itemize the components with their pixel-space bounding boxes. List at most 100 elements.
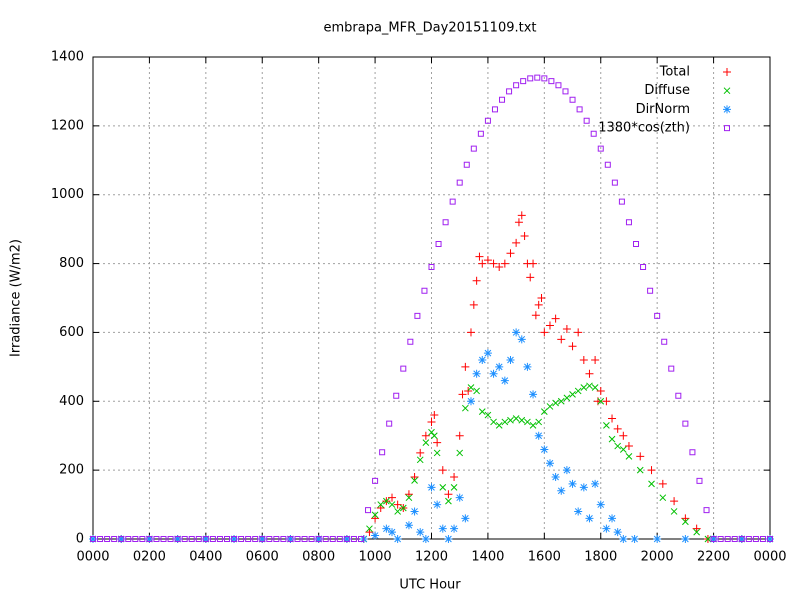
marker — [216, 536, 223, 542]
marker — [506, 355, 515, 364]
marker — [540, 445, 549, 454]
marker — [104, 536, 111, 542]
marker — [552, 399, 559, 407]
marker — [490, 418, 497, 426]
marker — [132, 536, 139, 542]
marker — [455, 493, 464, 502]
marker — [682, 518, 689, 526]
x-tick-label: 0200 — [133, 550, 166, 565]
marker — [442, 219, 449, 226]
marker — [670, 508, 678, 515]
marker — [540, 408, 548, 415]
marker — [514, 218, 523, 227]
marker — [478, 355, 487, 364]
marker — [483, 256, 492, 265]
marker — [613, 528, 622, 537]
marker — [603, 422, 610, 429]
y-tick-label: 200 — [59, 463, 84, 478]
marker — [717, 536, 724, 542]
marker — [585, 514, 594, 523]
marker — [173, 535, 182, 543]
marker — [382, 524, 391, 533]
chart-title: embrapa_MFR_Day20151109.txt — [323, 21, 536, 36]
marker — [614, 442, 622, 450]
marker — [259, 536, 266, 542]
x-tick-label: 1000 — [359, 550, 392, 565]
marker — [139, 536, 146, 542]
marker — [562, 466, 571, 475]
marker — [524, 418, 531, 426]
marker — [738, 536, 745, 542]
marker — [661, 338, 668, 345]
marker — [562, 88, 569, 95]
marker — [523, 362, 532, 371]
marker — [438, 524, 447, 533]
marker — [386, 420, 393, 427]
marker — [731, 536, 738, 542]
marker — [682, 420, 689, 427]
marker — [583, 117, 590, 124]
x-tick-label: 0000 — [76, 550, 109, 565]
marker — [602, 397, 611, 406]
marker — [444, 535, 453, 543]
marker — [557, 486, 566, 495]
marker — [534, 300, 543, 309]
marker — [619, 431, 628, 440]
marker — [689, 449, 696, 456]
marker — [377, 501, 385, 508]
marker — [258, 535, 267, 543]
marker — [535, 418, 543, 426]
marker — [181, 536, 188, 542]
marker — [591, 355, 600, 364]
marker — [472, 369, 481, 378]
marker — [230, 535, 239, 543]
marker — [491, 106, 498, 113]
marker — [439, 484, 447, 491]
marker — [421, 431, 430, 440]
marker — [495, 422, 503, 429]
marker — [388, 501, 396, 508]
marker — [153, 536, 160, 542]
x-tick-label: 1600 — [528, 550, 561, 565]
marker — [421, 287, 428, 294]
marker — [576, 106, 583, 113]
marker — [574, 328, 583, 337]
marker — [473, 387, 480, 395]
marker — [569, 391, 576, 398]
marker — [117, 535, 126, 543]
marker — [597, 397, 605, 405]
marker — [388, 528, 397, 537]
marker — [675, 392, 682, 399]
marker — [529, 390, 538, 399]
marker — [568, 479, 577, 488]
marker — [407, 338, 414, 345]
marker — [475, 252, 484, 261]
marker — [506, 249, 515, 258]
marker — [659, 494, 667, 502]
marker — [633, 240, 640, 247]
marker — [681, 535, 690, 543]
marker — [357, 536, 364, 542]
marker — [647, 466, 656, 475]
marker — [329, 536, 336, 542]
marker — [703, 507, 710, 514]
marker — [520, 232, 529, 241]
marker — [551, 314, 560, 323]
marker — [624, 442, 633, 451]
marker — [541, 75, 548, 82]
legend-marker — [723, 68, 731, 76]
marker — [540, 328, 549, 337]
marker — [681, 514, 690, 523]
marker — [410, 473, 419, 482]
marker — [322, 536, 329, 542]
marker — [579, 355, 588, 364]
marker — [470, 145, 477, 152]
marker — [551, 473, 560, 482]
x-tick-label: 0400 — [189, 550, 222, 565]
marker — [146, 536, 153, 542]
x-tick-label: 0600 — [246, 550, 279, 565]
marker — [433, 438, 442, 447]
marker — [201, 535, 210, 543]
marker — [416, 448, 425, 457]
marker — [555, 82, 562, 89]
